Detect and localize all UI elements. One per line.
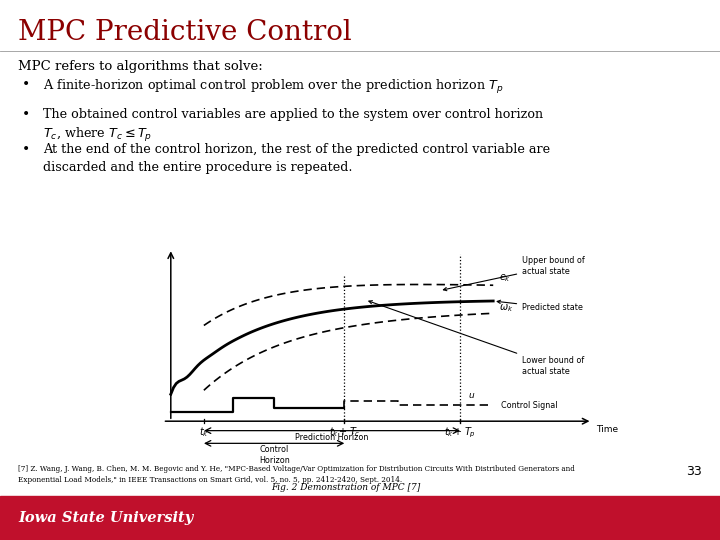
Text: Iowa State University: Iowa State University	[18, 511, 193, 525]
Text: Fig. 2 Demonstration of MPC [7]: Fig. 2 Demonstration of MPC [7]	[271, 483, 420, 492]
Text: A finite-horizon optimal control problem over the prediction horizon $T_p$: A finite-horizon optimal control problem…	[43, 78, 504, 96]
Text: 33: 33	[686, 465, 702, 478]
Text: $e_k$: $e_k$	[500, 272, 511, 284]
Text: Upper bound of
actual state: Upper bound of actual state	[444, 256, 585, 291]
Text: $t_k+T_p$: $t_k+T_p$	[444, 426, 476, 440]
Text: •: •	[22, 143, 30, 157]
Text: Control Signal: Control Signal	[501, 401, 558, 409]
Text: •: •	[22, 78, 30, 92]
Text: MPC Predictive Control: MPC Predictive Control	[18, 19, 352, 46]
Text: Exponential Load Models," in IEEE Transactions on Smart Grid, vol. 5, no. 5, pp.: Exponential Load Models," in IEEE Transa…	[18, 476, 402, 484]
Text: At the end of the control horizon, the rest of the predicted control variable ar: At the end of the control horizon, the r…	[43, 143, 550, 173]
Text: The obtained control variables are applied to the system over control horizon
$T: The obtained control variables are appli…	[43, 108, 544, 144]
Text: Lower bound of
actual state: Lower bound of actual state	[369, 301, 585, 376]
Text: $t_k$: $t_k$	[199, 426, 209, 439]
Text: $u$: $u$	[469, 390, 476, 400]
Text: $t_k+T_c$: $t_k+T_c$	[328, 426, 360, 439]
Text: MPC refers to algorithms that solve:: MPC refers to algorithms that solve:	[18, 60, 263, 73]
Text: •: •	[22, 108, 30, 122]
Text: Prediction Horizon: Prediction Horizon	[295, 433, 369, 442]
Text: Control
Horizon: Control Horizon	[258, 445, 289, 465]
Bar	[0, 496, 720, 540]
Text: Time: Time	[597, 426, 618, 434]
Text: $\omega_k$: $\omega_k$	[500, 302, 513, 314]
Text: Predicted state: Predicted state	[498, 300, 583, 312]
Text: [7] Z. Wang, J. Wang, B. Chen, M. M. Begovic and Y. He, "MPC-Based Voltage/Var O: [7] Z. Wang, J. Wang, B. Chen, M. M. Beg…	[18, 465, 575, 474]
